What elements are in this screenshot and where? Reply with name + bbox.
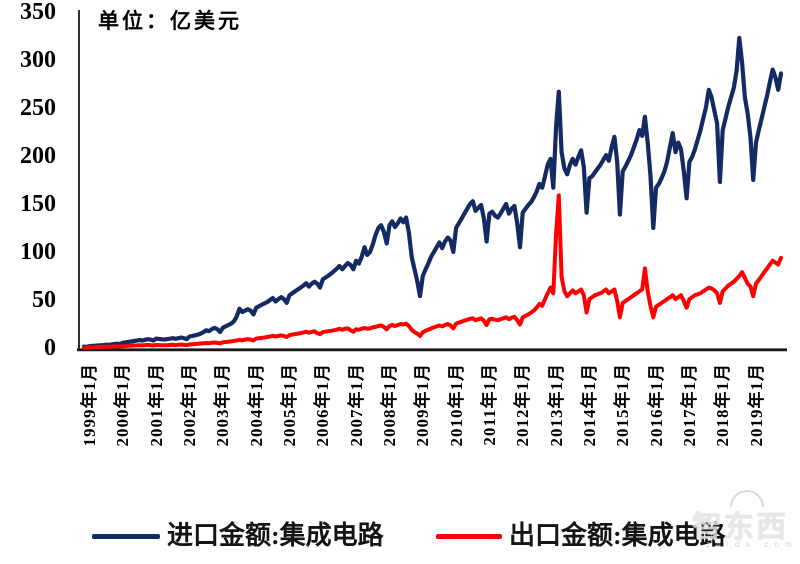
legend-swatch-import [92, 534, 160, 539]
legend: 进口金额:集成电路 出口金额:集成电路 [0, 515, 800, 555]
watermark-url: z h i d x . c o m [706, 540, 794, 549]
x-tick-label: 2006年1月 [313, 363, 333, 447]
x-tick-label: 2011年1月 [479, 363, 499, 446]
y-tick-label: 350 [20, 0, 56, 25]
x-tick-label: 2015年1月 [613, 363, 633, 447]
y-tick-label: 0 [44, 335, 56, 361]
x-tick-label: 2016年1月 [646, 363, 666, 447]
x-tick-label: 2013年1月 [546, 363, 566, 447]
x-tick-label: 2004年1月 [246, 363, 266, 447]
legend-swatch-export [436, 534, 502, 539]
x-tick-label: 2009年1月 [413, 363, 433, 447]
x-tick-label: 2014年1月 [579, 363, 599, 447]
import-line [81, 35, 784, 349]
x-tick-label: 2018年1月 [713, 363, 733, 447]
x-tick-label: 2012年1月 [513, 363, 533, 447]
unit-label: 单位：亿美元 [98, 9, 242, 33]
x-tick-label: 2003年1月 [213, 363, 233, 447]
y-tick-label: 150 [20, 191, 56, 217]
x-tick-label: 2007年1月 [346, 363, 366, 447]
watermark-text: 智东西 [692, 511, 788, 544]
x-tick-label: 1999年1月 [80, 363, 99, 447]
y-tick-label: 50 [32, 287, 56, 313]
x-tick-label: 2019年1月 [746, 363, 766, 447]
y-tick-label: 200 [20, 143, 56, 169]
x-tick-label: 2005年1月 [279, 363, 299, 447]
watermark: 智东西 z h i d x . c o m [692, 488, 797, 558]
x-tick-label: 2002年1月 [180, 363, 199, 447]
x-tick-label: 2000年1月 [113, 363, 133, 447]
legend-label-export: 出口金额:集成电路 [509, 521, 726, 550]
y-tick-label: 100 [20, 239, 56, 265]
export-line [82, 193, 783, 350]
y-tick-label: 300 [20, 47, 56, 73]
x-tick-label: 2017年1月 [679, 363, 699, 447]
x-tick-label: 2010年1月 [446, 363, 466, 447]
legend-label-import: 进口金额:集成电路 [167, 521, 384, 550]
x-tick-label: 2001年1月 [146, 363, 166, 447]
y-tick-label: 250 [20, 95, 56, 121]
x-tick-label: 2008年1月 [379, 363, 399, 447]
